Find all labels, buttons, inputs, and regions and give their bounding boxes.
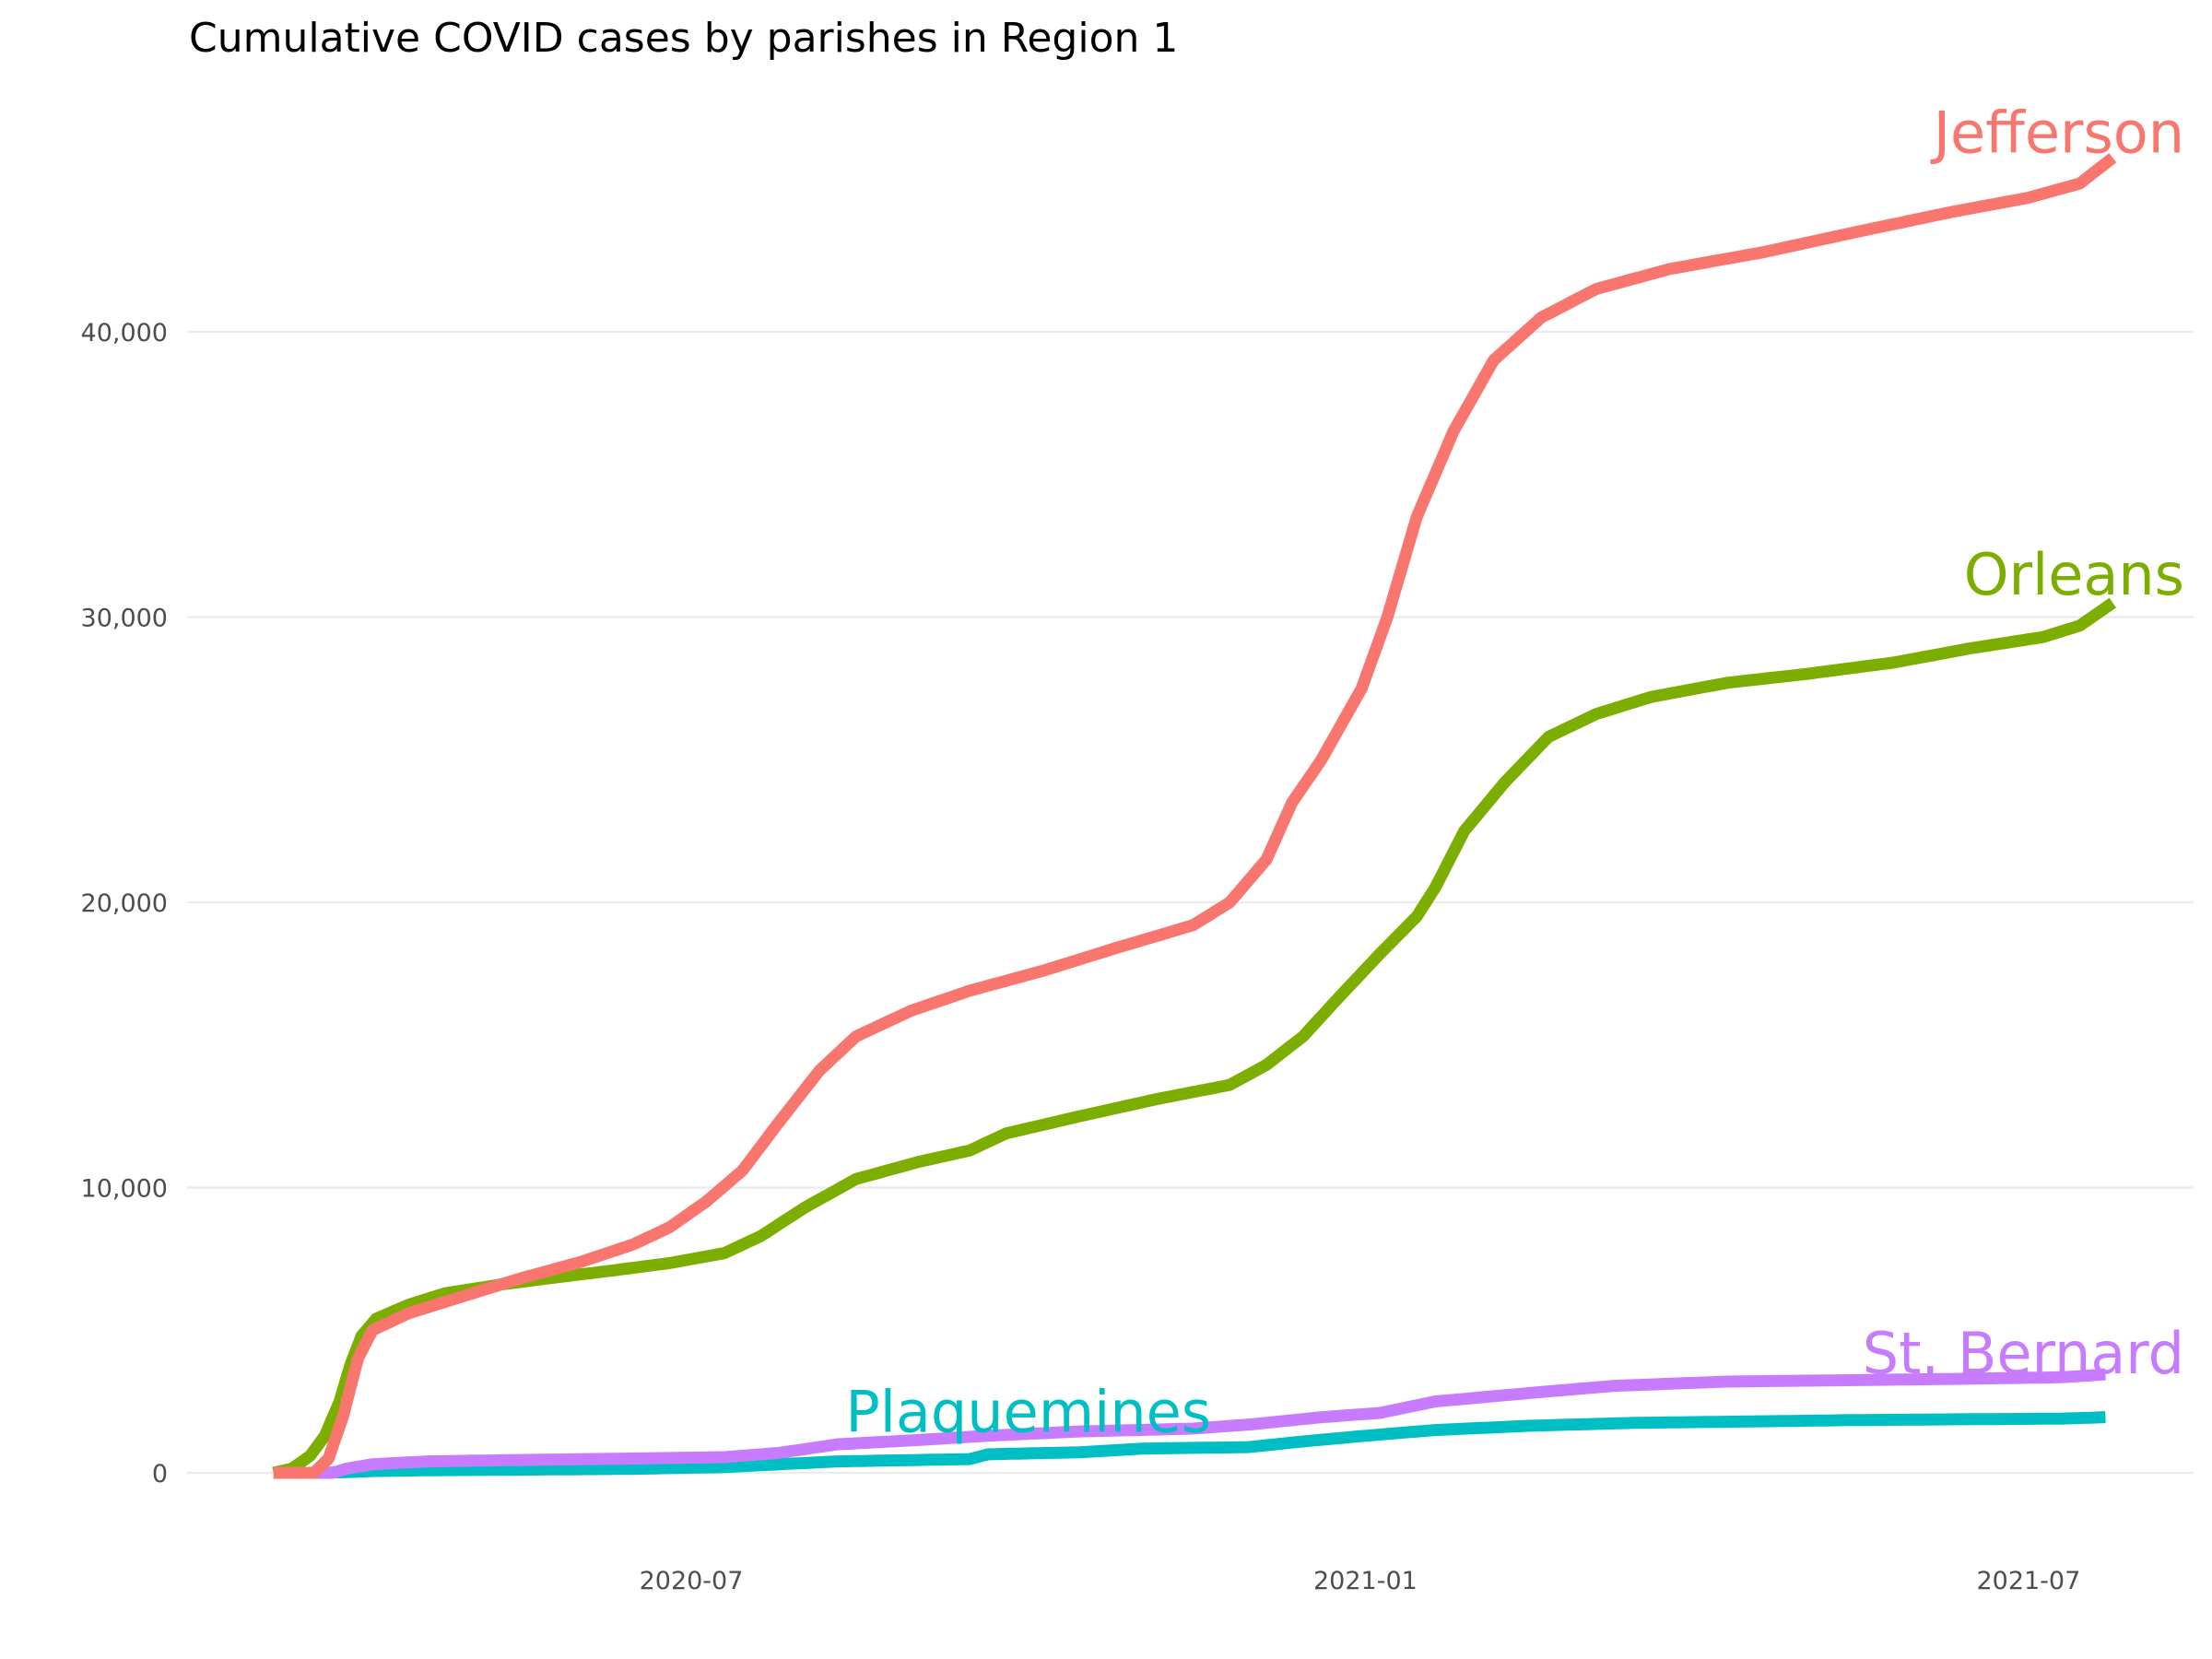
series-label-plaquemines: Plaquemines: [845, 1378, 1211, 1445]
y-tick-label: 20,000: [81, 889, 168, 918]
y-tick-label: 40,000: [81, 319, 168, 347]
series-line-jefferson: [273, 153, 2117, 1479]
series-label-jefferson: Jefferson: [1930, 99, 2184, 166]
series-line-st-bernard: [273, 1368, 2106, 1479]
series-labels: Plaquemines St. Bernard Orleans Jefferson: [845, 99, 2184, 1445]
series-line-orleans: [272, 597, 2117, 1479]
x-tick-label: 2020-07: [640, 1567, 744, 1595]
gridlines: [187, 330, 2194, 1475]
series-line-plaquemines: [273, 1411, 2106, 1479]
y-axis-ticks: 0 10,000 20,000 30,000 40,000: [81, 319, 168, 1488]
y-tick-label: 30,000: [81, 605, 168, 633]
y-tick-label: 10,000: [81, 1175, 168, 1204]
x-axis-ticks: 2020-07 2021-01 2021-07: [640, 1567, 2081, 1595]
x-tick-label: 2021-07: [1976, 1567, 2080, 1595]
chart-title: Cumulative COVID cases by parishes in Re…: [189, 15, 1178, 62]
series-lines: [272, 153, 2117, 1479]
series-label-st-bernard: St. Bernard: [1863, 1320, 2184, 1387]
x-tick-label: 2021-01: [1313, 1567, 1418, 1595]
y-tick-label: 0: [152, 1460, 168, 1488]
series-label-orleans: Orleans: [1964, 541, 2184, 608]
